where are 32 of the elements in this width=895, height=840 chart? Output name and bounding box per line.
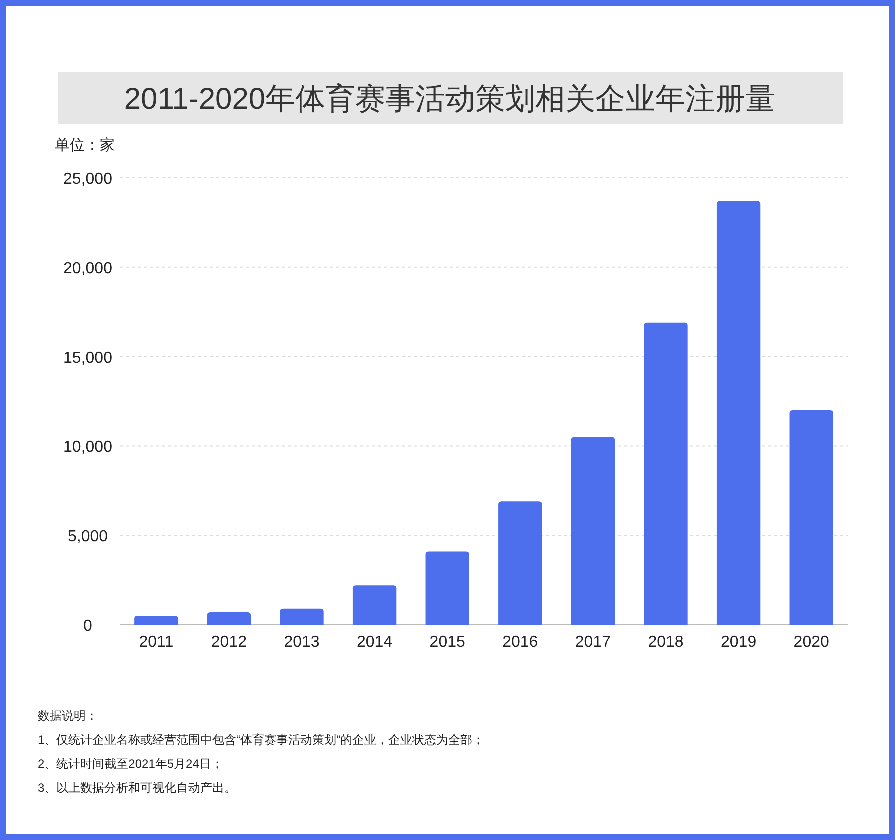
y-tick-label: 0 bbox=[84, 618, 93, 635]
x-tick-label: 2018 bbox=[648, 634, 684, 651]
bar bbox=[644, 322, 688, 625]
bar bbox=[134, 616, 178, 625]
x-tick-label: 2020 bbox=[794, 634, 830, 651]
x-tick-label: 2013 bbox=[284, 634, 320, 651]
x-tick-label: 2011 bbox=[139, 634, 174, 651]
bar bbox=[280, 608, 324, 625]
bar bbox=[352, 586, 397, 625]
bar bbox=[498, 502, 542, 625]
chart-title: 2011-2020年体育赛事活动策划相关企业年注册量 bbox=[124, 83, 776, 116]
text: 1、仅统计企业名称或经营范围中包含“体育赛事活动策划”的企业，企业状态为全部； bbox=[38, 733, 485, 747]
bar bbox=[716, 201, 761, 625]
y-tick-label: 5,000 bbox=[68, 528, 108, 546]
y-tick-label: 20,000 bbox=[64, 260, 113, 278]
y-tick-label: 15,000 bbox=[64, 350, 113, 367]
bar bbox=[790, 410, 834, 625]
x-tick-label: 2015 bbox=[430, 634, 466, 651]
bar bbox=[426, 552, 470, 625]
y-tick-label: 10,000 bbox=[64, 439, 113, 456]
x-tick-label: 2019 bbox=[721, 634, 757, 651]
x-tick-label: 2014 bbox=[357, 634, 393, 651]
y-tick-label: 25,000 bbox=[64, 171, 113, 188]
bar bbox=[207, 612, 252, 625]
x-tick-label: 2012 bbox=[211, 634, 248, 651]
bar bbox=[571, 437, 616, 625]
x-tick-label: 2017 bbox=[575, 634, 612, 651]
x-tick-label: 2016 bbox=[502, 634, 538, 651]
text: 数据说明： bbox=[38, 709, 98, 723]
y-axis-title: 单位：家 bbox=[55, 137, 115, 154]
text: 2、统计时间截至2021年5月24日； bbox=[38, 757, 224, 771]
text: 3、以上数据分析和可视化自动产出。 bbox=[38, 781, 237, 795]
